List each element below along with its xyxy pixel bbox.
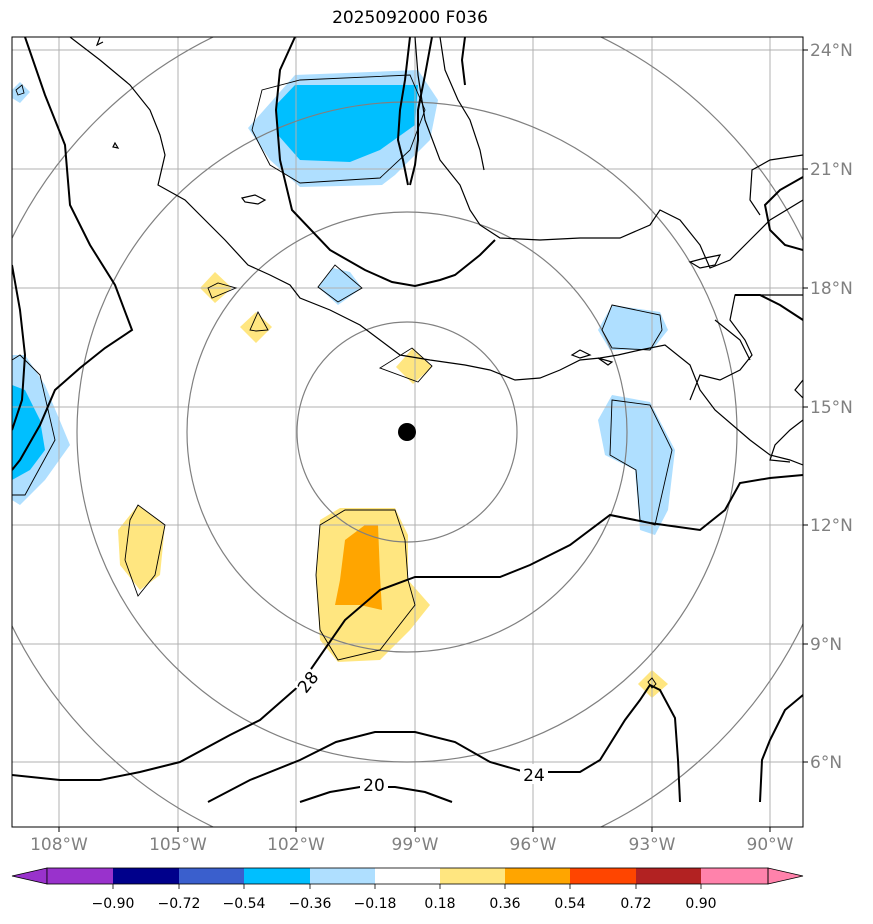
lat-label: 18°N [810, 279, 853, 299]
map-title: 2025092000 F036 [332, 8, 488, 28]
colorbar-tick-label: 0.36 [489, 896, 520, 912]
colorbar-bin [310, 868, 375, 884]
lon-label: 108°W [30, 835, 88, 855]
shade-yellow-spot3 [396, 348, 432, 384]
sst-contours [12, 37, 803, 803]
colorbar-extend-low [11, 867, 48, 885]
contour-label-20: 20 [363, 776, 385, 796]
shade-blue-north [276, 85, 418, 162]
shade-yellow-spot2 [240, 312, 272, 343]
lon-label: 93°W [629, 835, 676, 855]
lon-label: 99°W [392, 835, 439, 855]
lon-label: 102°W [267, 835, 325, 855]
colorbar-tick-label: −0.54 [223, 896, 266, 912]
lat-label: 6°N [810, 753, 842, 773]
shade-blue-west [12, 385, 45, 480]
lat-label: 21°N [810, 160, 853, 180]
map-panel [12, 37, 803, 827]
shade-light-blue-east1 [598, 305, 668, 350]
shade-light-blue-nw [12, 82, 30, 103]
colorbar-extend-high [767, 867, 804, 885]
shade-light-blue-east2 [598, 395, 675, 535]
colorbar-tick-label: −0.72 [158, 896, 201, 912]
lat-label: 9°N [810, 635, 842, 655]
lat-label: 24°N [810, 41, 853, 61]
contour-label-24: 24 [523, 766, 545, 786]
colorbar-bin [636, 868, 701, 884]
colorbar-bin [47, 868, 113, 884]
colorbar-tick-label: 0.54 [554, 896, 585, 912]
map-frame [11, 36, 804, 828]
colorbar-bin [440, 868, 505, 884]
shade-yellow-west [118, 505, 165, 590]
colorbar-bin [375, 868, 440, 884]
colorbar-tick-label: −0.18 [354, 896, 397, 912]
storm-center-marker [398, 423, 416, 441]
colorbar-bin [570, 868, 636, 884]
colorbar-tick-label: −0.36 [289, 896, 332, 912]
colorbar-tick-label: 0.72 [620, 896, 651, 912]
colorbar-bin [179, 868, 244, 884]
latitude-labels: 24°N 21°N 18°N 15°N 12°N 9°N 6°N [810, 41, 853, 773]
colorbar-tick-label: −0.90 [92, 896, 135, 912]
colorbar: −0.90 −0.72 −0.54 −0.36 −0.18 0.18 0.36 … [11, 867, 804, 912]
lat-label: 12°N [810, 516, 853, 536]
lat-label: 15°N [810, 398, 853, 418]
axis-ticks [58, 49, 808, 832]
colorbar-bin [244, 868, 310, 884]
lon-label: 96°W [510, 835, 557, 855]
colorbar-tick-label: 0.90 [685, 896, 716, 912]
shade-orange-south [335, 525, 382, 610]
range-rings [12, 37, 803, 827]
colorbar-bin [701, 868, 768, 884]
longitude-labels: 108°W 105°W 102°W 99°W 96°W 93°W 90°W [30, 835, 794, 855]
colorbar-bin [505, 868, 570, 884]
lon-label: 105°W [149, 835, 207, 855]
coastlines [69, 37, 803, 466]
colorbar-bin [113, 868, 179, 884]
colorbar-tick-label: 0.18 [424, 896, 455, 912]
lon-label: 90°W [747, 835, 794, 855]
